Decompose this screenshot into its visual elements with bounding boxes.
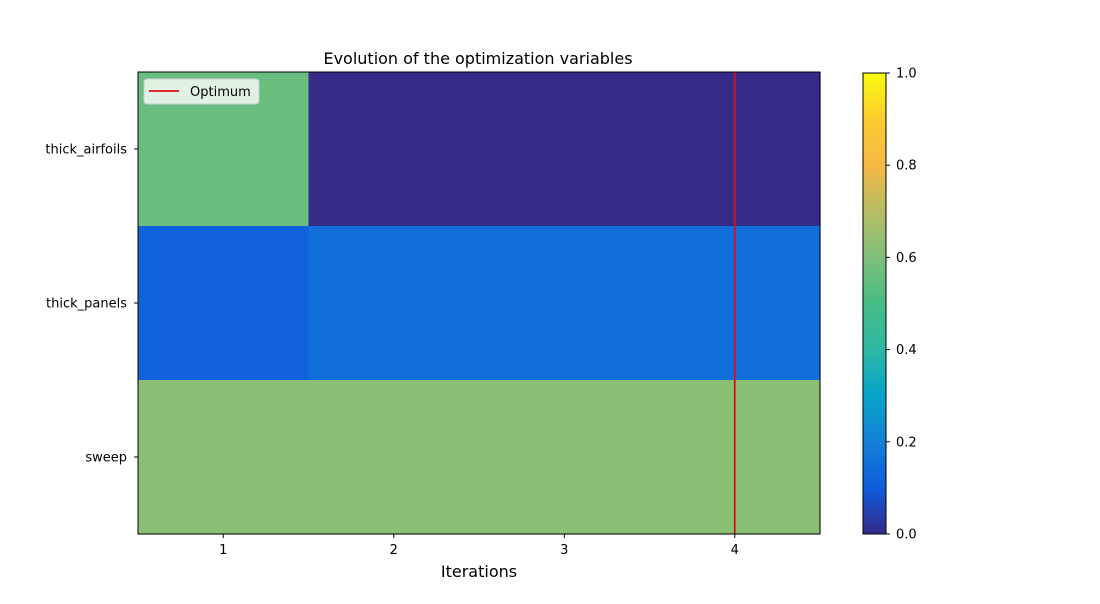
colorbar-tick-label: 0.2 (896, 435, 917, 450)
chart-title: Evolution of the optimization variables (323, 49, 632, 68)
colorbar-tick-label: 0.0 (896, 528, 917, 543)
heatmap-cell (308, 72, 480, 227)
heatmap-cell (479, 380, 651, 535)
y-tick-label: sweep (85, 451, 127, 466)
legend-box (143, 78, 260, 105)
y-tick-label: thick_airfoils (45, 143, 127, 158)
colorbar: 0.0 0.2 0.4 0.6 0.8 1.0 (862, 67, 917, 543)
colorbar-tick-label: 0.6 (896, 251, 917, 266)
colorbar-tick-label: 0.8 (896, 159, 917, 174)
colorbar-frame (862, 72, 887, 535)
heatmap-cell (479, 72, 651, 227)
x-tick-label: 4 (731, 543, 739, 558)
x-tick-label: 1 (219, 543, 227, 558)
x-axis-label: Iterations (441, 562, 517, 581)
heatmap-cell (138, 380, 310, 535)
colorbar-tick-label: 0.4 (896, 343, 917, 358)
legend: Optimum (143, 78, 260, 105)
heatmap-cell (479, 226, 651, 381)
x-tick-label: 3 (560, 543, 568, 558)
heatmap-cell (138, 226, 310, 381)
heatmap-cell (308, 380, 480, 535)
x-tick-label: 2 (390, 543, 398, 558)
colorbar-gradient (863, 73, 886, 534)
heatmap-cell (308, 226, 480, 381)
colorbar-ticks: 0.0 0.2 0.4 0.6 0.8 1.0 (886, 67, 917, 543)
colorbar-tick-label: 1.0 (896, 67, 917, 82)
heatmap-cells (138, 72, 821, 535)
y-tick-label: thick_panels (46, 297, 127, 312)
x-axis: 1 2 3 4 (219, 534, 739, 558)
legend-label: Optimum (190, 85, 251, 100)
